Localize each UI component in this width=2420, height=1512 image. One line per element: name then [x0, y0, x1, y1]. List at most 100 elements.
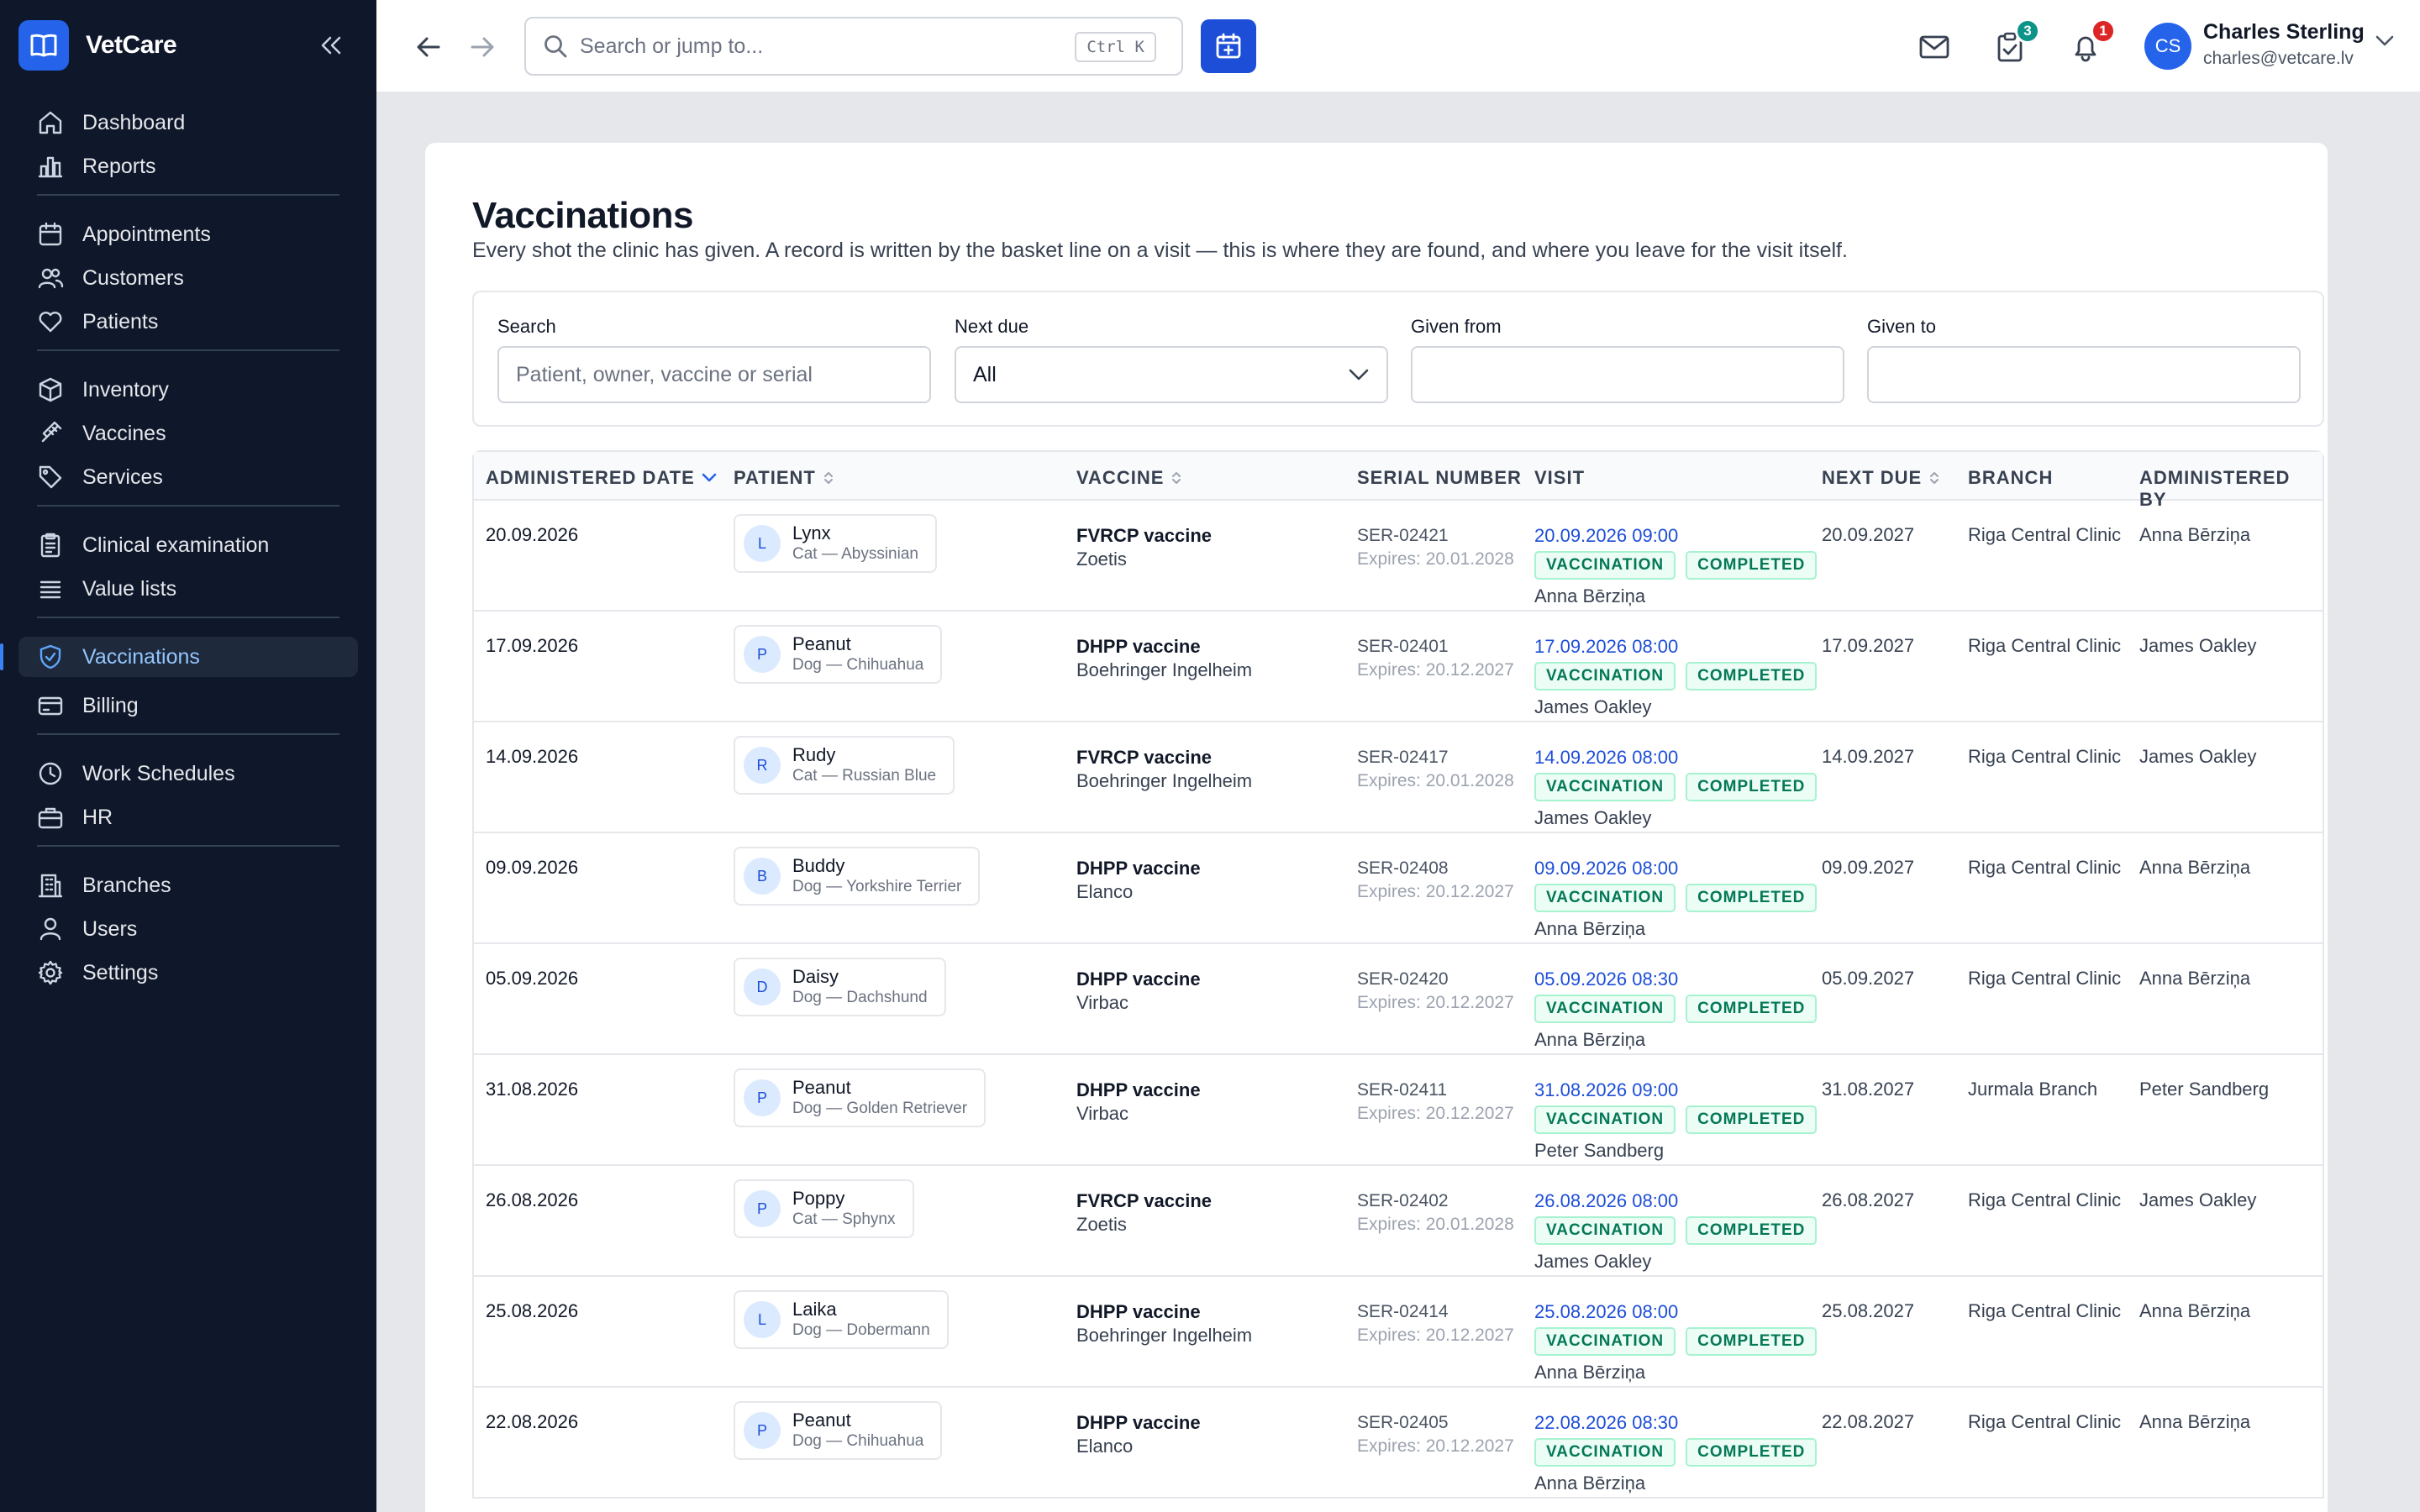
branch-name: Riga Central Clinic [1968, 968, 2122, 989]
branch-name: Riga Central Clinic [1968, 1411, 2122, 1432]
serial-number: SER-02401 [1357, 637, 1449, 656]
patient-chip[interactable]: R Rudy Cat — Russian Blue [734, 736, 955, 795]
visit-type-badge: VACCINATION [1534, 1327, 1676, 1356]
patient-species: Cat — Sphynx [792, 1210, 896, 1228]
back-button[interactable] [410, 29, 447, 66]
sidebar-item-reports[interactable]: Reports [0, 146, 376, 186]
notifications-count-badge: 1 [2091, 18, 2116, 44]
patient-chip[interactable]: P Peanut Dog — Chihuahua [734, 625, 943, 684]
visit-link[interactable]: 09.09.2026 08:00 [1534, 858, 1679, 879]
notifications-button[interactable]: 1 [2067, 18, 2116, 66]
sidebar-item-vaccines[interactable]: Vaccines [0, 413, 376, 454]
user-avatar[interactable]: CS [2144, 23, 2191, 70]
user-name[interactable]: Charles Sterling [2203, 20, 2365, 44]
sidebar-item-users[interactable]: Users [0, 909, 376, 949]
table-row[interactable]: 17.09.2026 P Peanut Dog — Chihuahua DHPP… [474, 612, 2323, 722]
sidebar-item-hr[interactable]: HR [0, 797, 376, 837]
visit-link[interactable]: 25.08.2026 08:00 [1534, 1301, 1679, 1322]
global-search[interactable]: Ctrl K [524, 17, 1183, 76]
patient-chip[interactable]: P Poppy Cat — Sphynx [734, 1179, 914, 1238]
table-row[interactable]: 22.08.2026 P Peanut Dog — Chihuahua DHPP… [474, 1388, 2323, 1499]
administered-date: 22.08.2026 [486, 1411, 579, 1432]
global-search-input[interactable] [580, 34, 1050, 59]
col-administered-date[interactable]: ADMINISTERED DATE [486, 467, 717, 489]
table-row[interactable]: 09.09.2026 B Buddy Dog — Yorkshire Terri… [474, 833, 2323, 944]
serial-cell: SER-02405 Expires: 20.12.2027 [1357, 1411, 1514, 1458]
table-row[interactable]: 14.09.2026 R Rudy Cat — Russian Blue FVR… [474, 722, 2323, 833]
sidebar-item-value-lists[interactable]: Value lists [0, 569, 376, 609]
table-row[interactable]: 25.08.2026 L Laika Dog — Dobermann DHPP … [474, 1277, 2323, 1388]
sidebar-item-label: Inventory [82, 377, 169, 402]
sidebar-item-dashboard[interactable]: Dashboard [0, 102, 376, 143]
sidebar-item-settings[interactable]: Settings [0, 953, 376, 993]
vaccine-cell: DHPP vaccine Elanco [1076, 857, 1201, 904]
visit-type-badge: VACCINATION [1534, 1438, 1676, 1467]
sidebar-item-label: Settings [82, 960, 159, 984]
patient-chip[interactable]: L Lynx Cat — Abyssinian [734, 514, 937, 573]
new-appointment-button[interactable] [1201, 19, 1256, 73]
table-row[interactable]: 26.08.2026 P Poppy Cat — Sphynx FVRCP va… [474, 1166, 2323, 1277]
branch-name: Riga Central Clinic [1968, 746, 2122, 767]
col-vaccine[interactable]: VACCINE [1076, 467, 1182, 489]
visit-link[interactable]: 17.09.2026 08:00 [1534, 636, 1679, 657]
patient-species: Dog — Golden Retriever [792, 1100, 968, 1117]
sidebar-item-work-schedules[interactable]: Work Schedules [0, 753, 376, 794]
given-to-input[interactable] [1867, 346, 2301, 403]
patient-chip[interactable]: D Daisy Dog — Dachshund [734, 958, 946, 1016]
serial-expiry: Expires: 20.01.2028 [1357, 771, 1514, 790]
collapse-sidebar-button[interactable] [314, 30, 348, 60]
user-menu-button[interactable] [2375, 34, 2395, 51]
col-next-due[interactable]: NEXT DUE [1822, 467, 1940, 489]
patient-info: Daisy Dog — Dachshund [792, 966, 928, 1008]
table-row[interactable]: 05.09.2026 D Daisy Dog — Dachshund DHPP … [474, 944, 2323, 1055]
visit-link[interactable]: 22.08.2026 08:30 [1534, 1412, 1679, 1433]
patient-info: Peanut Dog — Chihuahua [792, 1410, 923, 1452]
visit-link[interactable]: 20.09.2026 09:00 [1534, 525, 1679, 546]
sidebar-nav: Dashboard Reports Appointments Customers Pat… [0, 102, 376, 993]
next-due-select[interactable]: All [955, 346, 1388, 403]
briefcase-icon [37, 804, 64, 831]
patient-chip[interactable]: L Laika Dog — Dobermann [734, 1290, 949, 1349]
serial-cell: SER-02408 Expires: 20.12.2027 [1357, 857, 1514, 904]
sidebar-item-branches[interactable]: Branches [0, 865, 376, 906]
vaccine-cell: FVRCP vaccine Zoetis [1076, 524, 1212, 571]
patient-chip[interactable]: P Peanut Dog — Golden Retriever [734, 1068, 986, 1127]
visit-link[interactable]: 14.09.2026 08:00 [1534, 747, 1679, 768]
search-filter-input[interactable]: Patient, owner, vaccine or serial [497, 346, 931, 403]
sidebar-item-patients[interactable]: Patients [0, 302, 376, 342]
visit-link[interactable]: 05.09.2026 08:30 [1534, 969, 1679, 990]
col-visit: VISIT [1534, 467, 1585, 489]
sidebar-item-appointments[interactable]: Appointments [0, 214, 376, 255]
sidebar-item-customers[interactable]: Customers [0, 258, 376, 298]
visit-link[interactable]: 31.08.2026 09:00 [1534, 1079, 1679, 1100]
given-from-input[interactable] [1411, 346, 1844, 403]
table-row[interactable]: 31.08.2026 P Peanut Dog — Golden Retriev… [474, 1055, 2323, 1166]
vaccine-name: DHPP vaccine [1076, 1301, 1201, 1322]
patient-species: Dog — Dachshund [792, 989, 928, 1006]
page-subtitle: Every shot the clinic has given. A recor… [472, 239, 1848, 262]
vaccine-name: DHPP vaccine [1076, 858, 1201, 879]
col-patient[interactable]: PATIENT [734, 467, 834, 489]
messages-button[interactable] [1916, 29, 1953, 66]
sidebar-item-billing[interactable]: Billing [0, 685, 376, 726]
brand[interactable]: VetCare [18, 20, 177, 71]
given-from-label: Given from [1411, 316, 1502, 337]
sidebar-item-clinical-examination[interactable]: Clinical examination [0, 525, 376, 565]
bell-icon [2075, 36, 2096, 62]
sidebar-item-inventory[interactable]: Inventory [0, 370, 376, 410]
patient-name: Peanut [792, 1410, 851, 1431]
vaccine-name: DHPP vaccine [1076, 636, 1201, 657]
forward-button[interactable] [464, 29, 501, 66]
visit-link[interactable]: 26.08.2026 08:00 [1534, 1190, 1679, 1211]
patient-chip[interactable]: B Buddy Dog — Yorkshire Terrier [734, 847, 981, 906]
sidebar-item-services[interactable]: Services [0, 457, 376, 497]
tasks-button[interactable]: 3 [1991, 18, 2040, 66]
sidebar-item-vaccinations[interactable]: Vaccinations [0, 637, 358, 677]
table-row[interactable]: 20.09.2026 L Lynx Cat — Abyssinian FVRCP… [474, 501, 2323, 612]
next-due-date: 09.09.2027 [1822, 857, 1915, 878]
administered-by: James Oakley [2139, 1189, 2257, 1210]
patient-chip[interactable]: P Peanut Dog — Chihuahua [734, 1401, 943, 1460]
administered-date: 26.08.2026 [486, 1189, 579, 1210]
vaccine-manufacturer: Virbac [1076, 992, 1128, 1013]
sidebar-item-label: Services [82, 465, 163, 489]
